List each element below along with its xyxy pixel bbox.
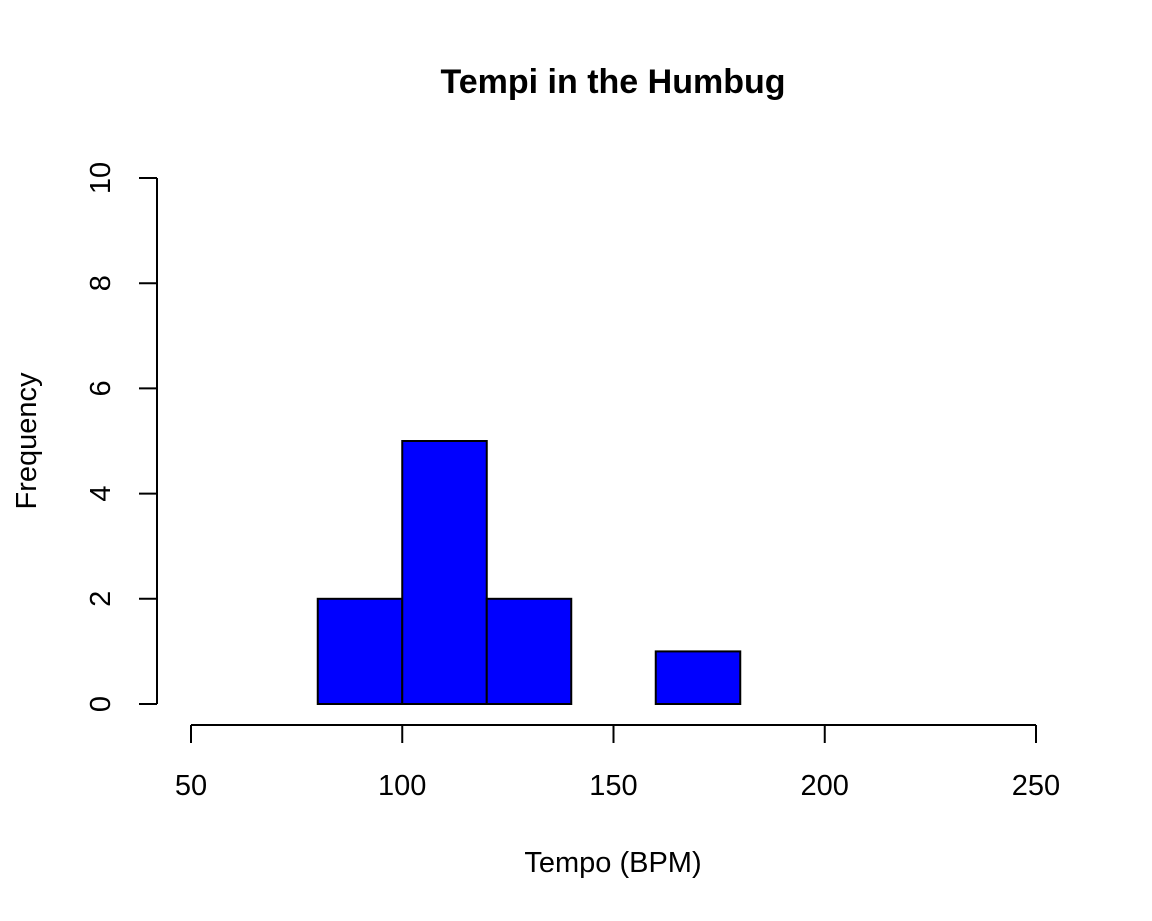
y-tick-label-1: 2 — [85, 591, 117, 607]
y-axis-title: Frequency — [11, 372, 43, 510]
y-tick-label-4: 8 — [85, 275, 117, 291]
x-tick-label-3: 200 — [801, 770, 849, 802]
histogram-bar-0 — [316, 597, 404, 705]
bars-group — [316, 440, 742, 706]
x-ticks: 50 100 150 200 250 — [175, 725, 1060, 802]
histogram-bar-4 — [654, 650, 742, 706]
x-tick-label-1: 100 — [378, 770, 426, 802]
y-axis: 0 2 4 6 8 10 — [85, 162, 158, 712]
x-tick-label-2: 150 — [589, 770, 637, 802]
y-tick-label-5: 10 — [85, 162, 117, 194]
y-tick-label-3: 6 — [85, 380, 117, 396]
x-tick-label-0: 50 — [175, 770, 207, 802]
x-axis: 50 100 150 200 250 — [175, 724, 1060, 802]
histogram-bar-2 — [485, 597, 573, 705]
y-tick-label-2: 4 — [85, 486, 117, 502]
x-axis-title: Tempo (BPM) — [524, 847, 701, 879]
y-tick-label-0: 0 — [85, 696, 117, 712]
histogram-bar-1 — [401, 440, 488, 705]
x-tick-label-4: 250 — [1012, 770, 1060, 802]
chart-title: Tempi in the Humbug — [440, 63, 785, 101]
y-ticks: 0 2 4 6 8 10 — [85, 162, 157, 712]
